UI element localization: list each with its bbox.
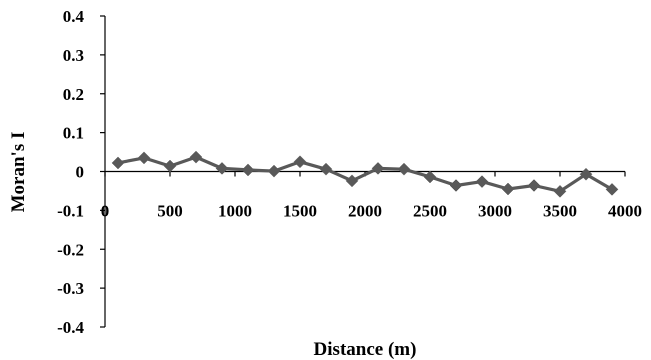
data-point-diamond	[579, 167, 593, 181]
x-axis-title: Distance (m)	[314, 339, 417, 360]
data-point-diamond	[501, 182, 515, 196]
x-tick-label: 2500	[413, 202, 447, 221]
data-point-diamond	[605, 183, 619, 196]
x-tick-label: 1500	[283, 202, 317, 221]
x-tick-label: 2000	[348, 202, 382, 221]
data-point-diamond	[163, 159, 177, 173]
data-point-diamond	[371, 162, 385, 175]
y-tick-label: 0.3	[63, 46, 84, 65]
data-point-diamond	[189, 150, 203, 164]
x-tick-label: 500	[157, 202, 183, 221]
data-point-diamond	[215, 162, 229, 175]
data-point-diamond	[449, 179, 463, 192]
x-tick-label: 3000	[478, 202, 512, 221]
data-point-diamond	[241, 163, 255, 177]
data-point-diamond	[293, 155, 307, 169]
data-point-diamond	[423, 170, 437, 184]
y-tick-label: 0.1	[63, 124, 84, 143]
y-tick-label: -0.1	[57, 201, 84, 220]
y-tick-label: 0.4	[63, 7, 85, 26]
x-tick-label: 4000	[608, 202, 642, 221]
data-point-diamond	[527, 179, 541, 192]
data-point-diamond	[397, 162, 411, 176]
y-axis-title: Moran's I	[8, 132, 29, 213]
data-point-diamond	[267, 164, 281, 178]
y-tick-label: -0.3	[57, 279, 84, 298]
y-tick-label: -0.4	[57, 318, 84, 337]
data-point-diamond	[553, 184, 567, 198]
y-tick-label: 0.2	[63, 85, 84, 104]
data-point-diamond	[111, 156, 125, 170]
data-point-diamond	[319, 162, 333, 176]
x-tick-label: 3500	[543, 202, 577, 221]
data-series	[111, 150, 619, 198]
data-point-diamond	[475, 175, 489, 188]
y-tick-label: 0	[76, 163, 85, 182]
data-point-diamond	[345, 174, 359, 188]
x-tick-label: 1000	[218, 202, 252, 221]
data-point-diamond	[137, 151, 151, 165]
x-tick-label: 0	[101, 202, 110, 221]
axes	[100, 15, 626, 328]
y-tick-label: -0.2	[57, 240, 84, 259]
tick-labels: 0.4 0.3 0.2 0.1 0 -0.1 -0.2 -0.3 -0.4 0 500 1000 150…	[57, 7, 642, 337]
